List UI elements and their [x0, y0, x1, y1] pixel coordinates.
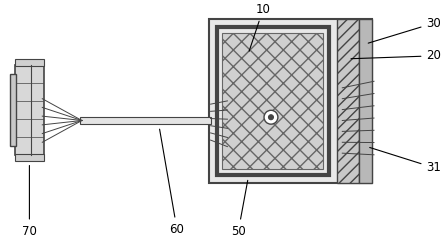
Text: 30: 30 [368, 17, 441, 43]
Circle shape [269, 115, 274, 120]
Bar [10, 74, 16, 146]
Bar [80, 117, 210, 124]
Bar [217, 27, 329, 175]
Text: 50: 50 [231, 180, 248, 238]
Bar [15, 65, 44, 155]
Bar [222, 33, 324, 169]
Circle shape [264, 110, 278, 124]
Bar [209, 19, 372, 183]
Text: 70: 70 [22, 166, 37, 238]
Bar [337, 19, 359, 183]
Bar [15, 59, 44, 66]
Bar [359, 19, 372, 183]
Text: 60: 60 [159, 129, 184, 236]
Text: 10: 10 [249, 3, 270, 51]
Text: 31: 31 [370, 147, 441, 174]
Text: 20: 20 [351, 49, 441, 62]
Bar [15, 154, 44, 161]
